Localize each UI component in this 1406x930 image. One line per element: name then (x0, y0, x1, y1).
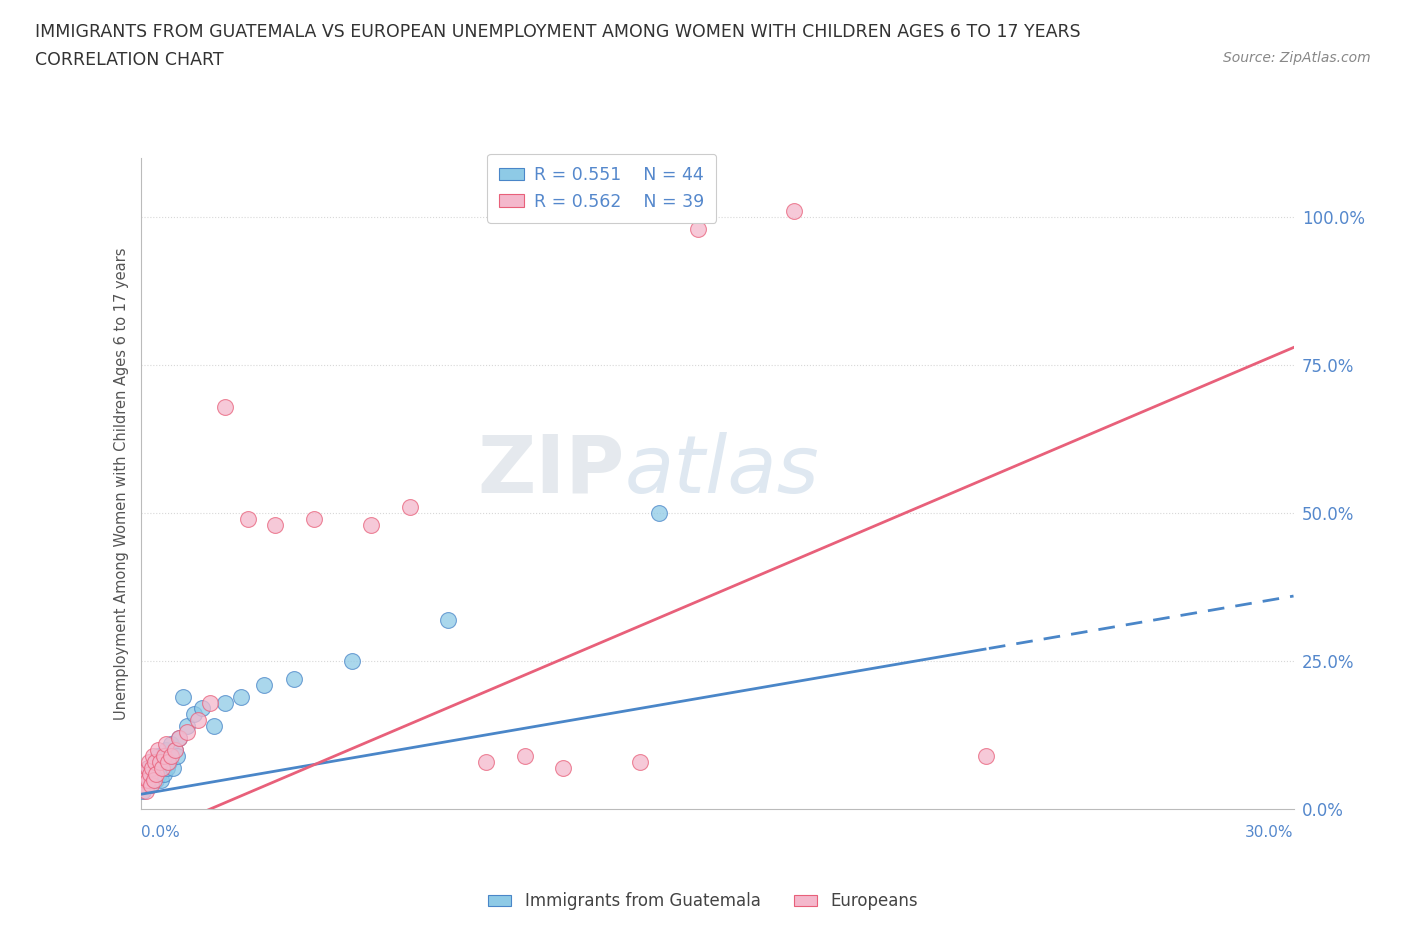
Point (302, 512, 325, 526)
Point (398, 499, 420, 514)
Point (149, 754, 172, 769)
Point (167, 731, 190, 746)
Point (142, 772, 165, 787)
Point (150, 760, 173, 775)
Text: 30.0%: 30.0% (1246, 825, 1294, 840)
Point (149, 772, 172, 787)
Point (152, 766, 174, 781)
Point (149, 754, 172, 769)
Text: ZIP: ZIP (478, 432, 624, 510)
Point (134, 766, 156, 781)
Point (143, 754, 166, 769)
Point (191, 701, 214, 716)
Point (553, 760, 575, 775)
Point (136, 772, 159, 787)
Point (166, 749, 188, 764)
Point (145, 760, 167, 775)
Point (152, 749, 174, 764)
Point (155, 742, 177, 757)
Point (139, 778, 162, 793)
Point (146, 742, 169, 757)
Point (138, 772, 160, 787)
Text: IMMIGRANTS FROM GUATEMALA VS EUROPEAN UNEMPLOYMENT AMONG WOMEN WITH CHILDREN AGE: IMMIGRANTS FROM GUATEMALA VS EUROPEAN UN… (35, 23, 1081, 41)
Point (134, 778, 156, 793)
Point (475, 754, 498, 769)
Point (150, 760, 173, 775)
Point (142, 749, 165, 764)
Point (165, 742, 187, 757)
Point (198, 695, 221, 710)
Text: Source: ZipAtlas.com: Source: ZipAtlas.com (1223, 51, 1371, 65)
Point (229, 689, 252, 704)
Point (156, 754, 179, 769)
Point (136, 760, 159, 775)
Point (437, 612, 460, 627)
Point (176, 719, 198, 734)
Point (143, 766, 166, 781)
Point (974, 749, 997, 764)
Point (135, 766, 157, 781)
Point (160, 749, 183, 764)
Point (513, 749, 536, 764)
Point (136, 772, 159, 787)
Point (165, 742, 187, 757)
Point (167, 731, 190, 746)
Point (145, 772, 167, 787)
Point (214, 399, 236, 414)
Point (146, 749, 169, 764)
Y-axis label: Unemployment Among Women with Children Ages 6 to 17 years: Unemployment Among Women with Children A… (114, 247, 129, 720)
Point (160, 737, 183, 751)
Point (131, 778, 153, 793)
Point (686, 221, 709, 236)
Point (141, 760, 163, 775)
Point (172, 689, 194, 704)
Point (628, 754, 651, 769)
Legend: R = 0.551    N = 44, R = 0.562    N = 39: R = 0.551 N = 44, R = 0.562 N = 39 (486, 153, 717, 223)
Point (156, 749, 179, 764)
Point (202, 719, 225, 734)
Point (162, 760, 184, 775)
Legend: Immigrants from Guatemala, Europeans: Immigrants from Guatemala, Europeans (481, 885, 925, 917)
Point (141, 766, 163, 781)
Point (183, 707, 205, 722)
Point (141, 778, 163, 793)
Point (360, 518, 382, 533)
Point (138, 754, 160, 769)
Point (648, 506, 671, 521)
Point (145, 766, 167, 781)
Text: atlas: atlas (624, 432, 820, 510)
Point (214, 695, 236, 710)
Text: 0.0%: 0.0% (141, 825, 180, 840)
Point (148, 766, 170, 781)
Point (153, 754, 176, 769)
Point (141, 760, 163, 775)
Point (134, 772, 156, 787)
Point (136, 760, 159, 775)
Point (131, 784, 153, 799)
Point (783, 204, 806, 219)
Text: CORRELATION CHART: CORRELATION CHART (35, 51, 224, 69)
Point (143, 772, 166, 787)
Point (252, 677, 274, 692)
Point (134, 772, 156, 787)
Point (159, 754, 180, 769)
Point (152, 749, 174, 764)
Point (156, 760, 179, 775)
Point (340, 654, 363, 669)
Point (143, 754, 166, 769)
Point (176, 724, 198, 739)
Point (283, 671, 305, 686)
Point (264, 518, 287, 533)
Point (135, 784, 157, 799)
Point (187, 713, 209, 728)
Point (238, 512, 260, 526)
Point (155, 737, 177, 751)
Point (139, 766, 162, 781)
